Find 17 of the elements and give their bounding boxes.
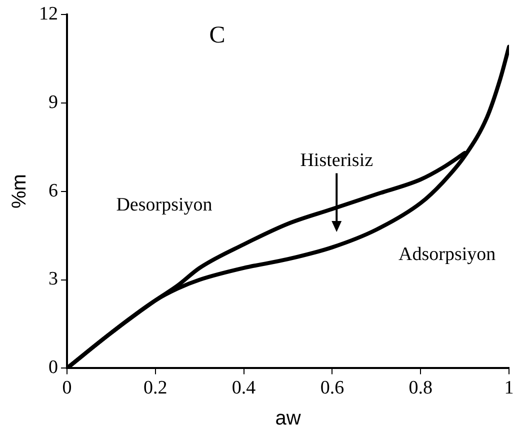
x-tick-label: 0.6	[320, 378, 344, 399]
text: Desorpsiyon	[116, 194, 213, 216]
x-tick-label: 0.2	[144, 378, 168, 399]
y-tick-label: 9	[48, 92, 58, 113]
x-tick-label: 1	[504, 378, 514, 399]
x-axis-title: aw	[275, 408, 302, 430]
y-tick-label: 0	[48, 357, 58, 378]
y-tick-label: 12	[39, 3, 58, 24]
series-label: Adsorpsiyon	[398, 244, 496, 265]
chart-title: C	[209, 22, 226, 49]
y-axis-title: %m	[8, 174, 31, 209]
x-tick-label: 0.4	[232, 378, 256, 399]
annotation: Histerisiz	[300, 150, 374, 172]
y-tick-label: 3	[48, 268, 58, 290]
x-tick-label: 0	[62, 378, 72, 399]
x-tick-label: 0.8	[408, 378, 432, 399]
y-tick-label: 6	[48, 180, 58, 202]
